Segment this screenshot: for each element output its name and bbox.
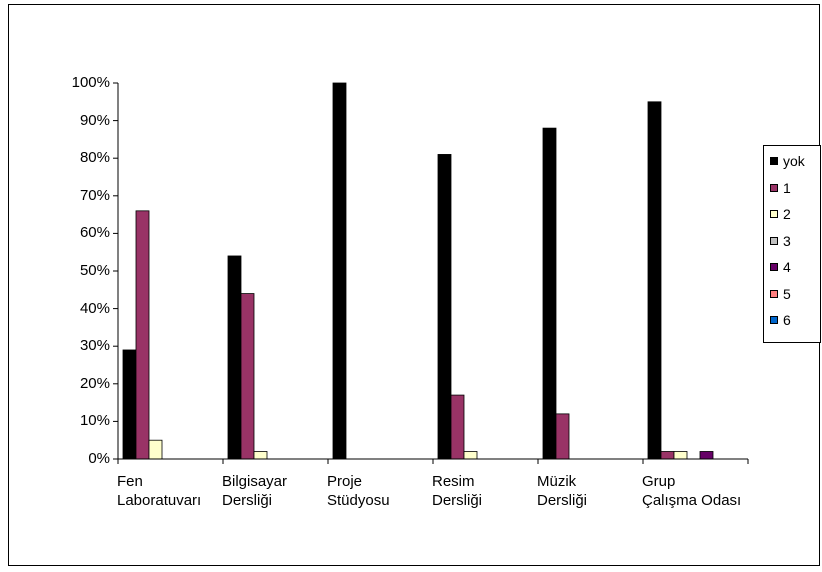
legend-swatch [770, 289, 778, 298]
x-category-label-line: Dersliği [432, 492, 483, 509]
x-category-label-line: Fen [117, 473, 143, 490]
bar-1-4 [450, 394, 465, 460]
x-category-label-line: Müzik [537, 473, 577, 490]
legend-label: 4 [783, 259, 791, 275]
y-tick-label: 90% [79, 111, 110, 129]
legend-label: 5 [783, 285, 791, 302]
legend: yok 1 2 3 4 5 6 [763, 145, 821, 343]
legend-label: 1 [783, 179, 791, 196]
x-category-label-line: Resim [432, 473, 475, 490]
y-tick-label: 40% [79, 299, 110, 317]
x-category-label: Resim Dersliği [432, 472, 482, 510]
bar-yok-5 [542, 127, 557, 460]
bar-2-4 [463, 451, 478, 460]
bar-yok-4 [437, 154, 452, 460]
x-category-label-line: Proje [327, 473, 363, 490]
legend-label: yok [783, 153, 805, 169]
x-category-label: Grup Çalışma Odası [642, 472, 741, 510]
y-tick-label: 10% [79, 412, 110, 430]
x-category-label: Fen Laboratuvarı [117, 472, 201, 510]
bar-4-6 [699, 451, 714, 460]
x-category-label: Müzik Dersliği [537, 472, 587, 510]
x-category-label-line: Dersliği [537, 492, 588, 509]
legend-swatch [770, 157, 778, 165]
legend-swatch [770, 210, 778, 218]
legend-swatch [770, 236, 778, 245]
legend-item: 1 [770, 179, 791, 197]
legend-label: 6 [783, 312, 791, 328]
x-category-label-line: Stüdyosu [327, 492, 390, 509]
x-category-label: Bilgisayar Dersliği [222, 472, 287, 510]
x-category-label: Proje Stüdyosu [327, 472, 390, 510]
legend-swatch [770, 183, 778, 192]
bar-2-1 [148, 439, 163, 460]
bar-2-2 [253, 451, 268, 460]
legend-item: 4 [770, 258, 791, 276]
legend-label: 3 [783, 232, 791, 249]
y-tick-label: 70% [79, 186, 110, 204]
bar-1-1 [135, 210, 150, 460]
legend-item: 3 [770, 232, 791, 250]
legend-item: 5 [770, 285, 791, 303]
y-tick-label: 100% [71, 74, 110, 91]
bar-yok-6 [647, 101, 662, 460]
bar-1-5 [555, 413, 570, 460]
y-tick-label: 20% [79, 374, 110, 392]
y-tick-label: 0% [88, 450, 110, 467]
y-tick-label: 30% [79, 337, 110, 355]
legend-label: 2 [783, 206, 791, 222]
legend-swatch [770, 316, 778, 324]
legend-item: 6 [770, 311, 791, 329]
legend-item: 2 [770, 205, 791, 223]
bar-yok-1 [122, 349, 137, 460]
y-tick-label: 50% [79, 262, 110, 279]
bar-yok-2 [227, 255, 242, 460]
x-category-label-line: Dersliği [222, 492, 273, 509]
legend-item: yok [770, 152, 805, 170]
bar-2-6 [673, 451, 688, 460]
y-tick-label: 60% [79, 224, 110, 242]
x-category-label-line: Laboratuvarı [117, 492, 202, 509]
x-category-label-line: Çalışma Odası [642, 492, 742, 509]
bar-1-2 [240, 293, 255, 460]
x-category-label-line: Bilgisayar [222, 473, 288, 490]
bar-1-6 [660, 451, 675, 460]
y-tick-label: 80% [79, 149, 110, 167]
x-category-label-line: Grup [642, 473, 676, 490]
legend-swatch [770, 263, 778, 271]
bar-yok-3 [332, 82, 347, 460]
